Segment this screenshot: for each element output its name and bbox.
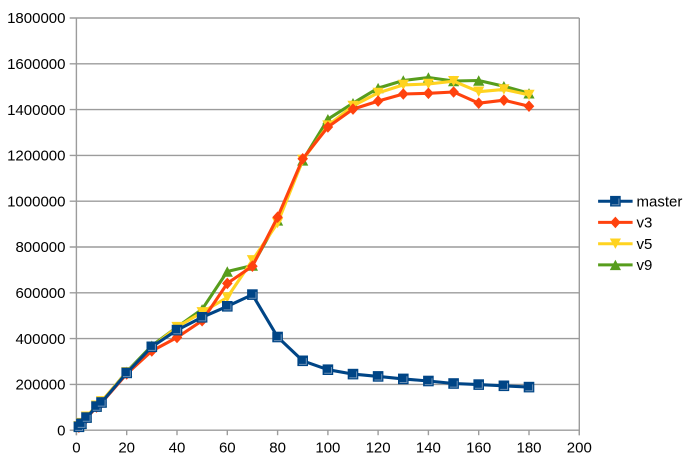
- svg-text:0: 0: [57, 422, 65, 439]
- svg-text:160: 160: [466, 440, 491, 457]
- svg-text:1200000: 1200000: [7, 148, 65, 165]
- svg-text:80: 80: [269, 440, 286, 457]
- svg-text:140: 140: [416, 440, 441, 457]
- svg-text:60: 60: [219, 440, 236, 457]
- svg-text:20: 20: [118, 440, 135, 457]
- svg-text:v3: v3: [637, 215, 653, 232]
- svg-text:1600000: 1600000: [7, 56, 65, 73]
- svg-text:1800000: 1800000: [7, 10, 65, 27]
- svg-text:200: 200: [567, 440, 592, 457]
- svg-text:1000000: 1000000: [7, 193, 65, 210]
- svg-text:120: 120: [366, 440, 391, 457]
- svg-text:400000: 400000: [15, 331, 65, 348]
- svg-text:100: 100: [315, 440, 340, 457]
- svg-text:600000: 600000: [15, 285, 65, 302]
- svg-text:200000: 200000: [15, 377, 65, 394]
- svg-text:180: 180: [516, 440, 541, 457]
- svg-text:1400000: 1400000: [7, 102, 65, 119]
- svg-text:800000: 800000: [15, 239, 65, 256]
- svg-text:v5: v5: [637, 236, 653, 253]
- svg-text:0: 0: [72, 440, 80, 457]
- svg-text:v9: v9: [637, 257, 653, 274]
- svg-text:master: master: [637, 194, 683, 211]
- svg-text:40: 40: [169, 440, 186, 457]
